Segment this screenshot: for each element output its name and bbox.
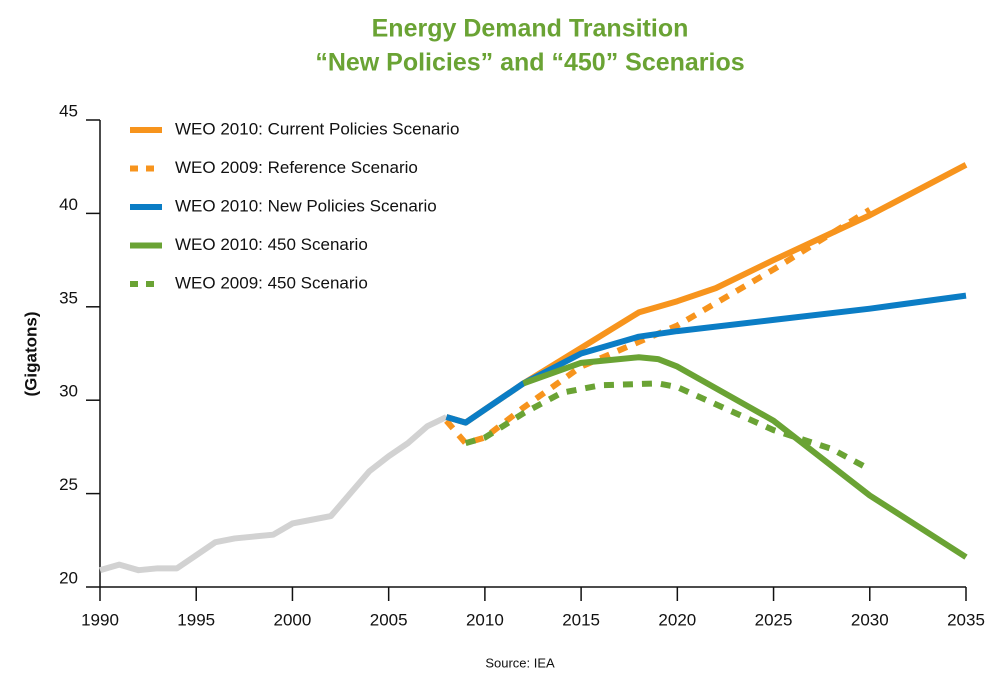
legend-label: WEO 2009: Reference Scenario <box>175 158 418 177</box>
x-tick-label: 2030 <box>851 610 889 629</box>
series-line <box>464 380 872 472</box>
legend-label: WEO 2009: 450 Scenario <box>175 273 368 292</box>
y-tick-label: 25 <box>59 475 78 494</box>
source-note: Source: IEA <box>485 655 555 670</box>
x-tick-label: 1990 <box>81 610 119 629</box>
x-tick-label: 2015 <box>562 610 600 629</box>
y-tick-label: 20 <box>59 568 78 587</box>
y-tick-label: 30 <box>59 382 78 401</box>
legend-label: WEO 2010: New Policies Scenario <box>175 196 437 215</box>
y-tick-label: 40 <box>59 195 78 214</box>
series-line <box>99 414 448 574</box>
x-tick-label: 2020 <box>658 610 696 629</box>
y-tick-label: 45 <box>59 101 78 120</box>
y-tick-label: 35 <box>59 288 78 307</box>
x-tick-label: 2000 <box>274 610 312 629</box>
legend-label: WEO 2010: Current Policies Scenario <box>175 119 459 138</box>
chart-subtitle: “New Policies” and “450” Scenarios <box>315 49 744 77</box>
x-tick-label: 2010 <box>466 610 504 629</box>
legend-label: WEO 2010: 450 Scenario <box>175 235 368 254</box>
x-tick-label: 2005 <box>370 610 408 629</box>
x-tick-label: 2035 <box>947 610 985 629</box>
x-tick-label: 2025 <box>755 610 793 629</box>
series-line <box>444 207 872 447</box>
series-line <box>522 354 968 560</box>
chart-title: Energy Demand Transition <box>372 15 689 43</box>
y-axis-label: (Gigatons) <box>21 312 40 397</box>
x-tick-label: 1995 <box>177 610 215 629</box>
series-line <box>445 292 967 426</box>
